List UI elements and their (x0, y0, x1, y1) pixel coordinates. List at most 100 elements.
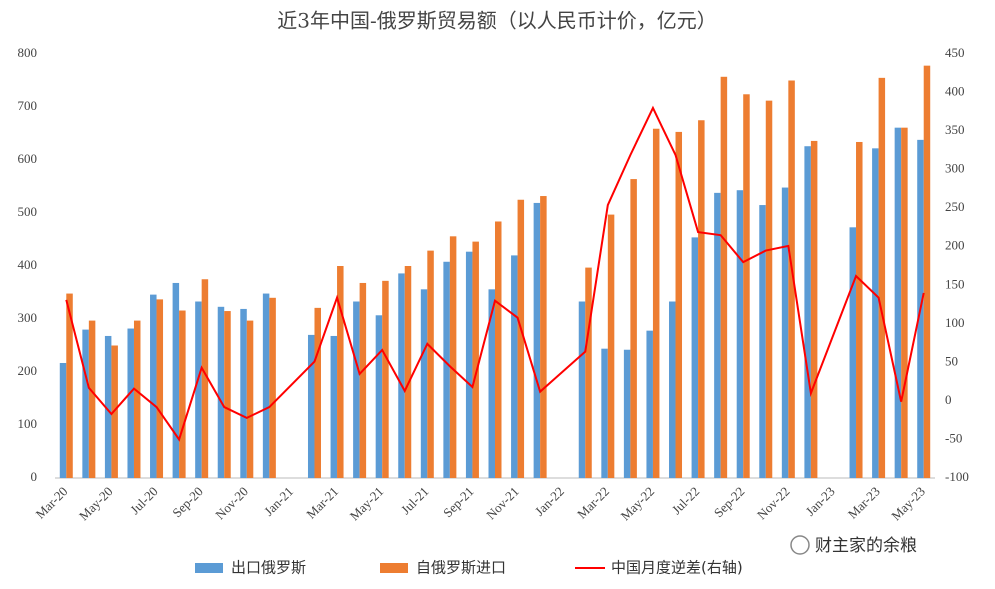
y-tick-label: 400 (18, 257, 38, 272)
x-tick-label: May-21 (347, 484, 387, 524)
x-tick-label: Nov-20 (212, 484, 251, 523)
bar (104, 335, 112, 478)
bar (449, 236, 457, 478)
bar (765, 100, 773, 478)
y-tick-label: 300 (18, 310, 38, 325)
y2-tick-label: 250 (945, 199, 965, 214)
bar (578, 301, 586, 478)
bar (804, 146, 811, 478)
bar (698, 120, 705, 478)
bar (540, 196, 547, 479)
y2-tick-label: 350 (945, 122, 965, 137)
x-tick-label: Sep-22 (711, 484, 748, 521)
x-tick-label: Mar-21 (303, 484, 341, 522)
y2-tick-label: 450 (945, 45, 965, 60)
bar (878, 77, 886, 478)
bar (923, 65, 931, 478)
bar (601, 348, 608, 478)
y-tick-label: 100 (18, 416, 38, 431)
y2-tick-label: 50 (945, 353, 958, 368)
bar (495, 221, 502, 479)
bar (353, 301, 360, 478)
bar (511, 255, 518, 478)
bar (59, 362, 67, 478)
bar (314, 307, 321, 478)
bar (88, 320, 96, 478)
x-tick-label: Mar-22 (574, 484, 612, 522)
bar (201, 279, 209, 478)
bar (404, 266, 412, 478)
watermark: 财主家的余粮 (815, 536, 917, 556)
bar (240, 308, 247, 478)
bar (849, 227, 857, 478)
bar (150, 294, 157, 478)
y-tick-label: 200 (18, 363, 38, 378)
bar (736, 190, 744, 478)
bar (82, 329, 89, 478)
bar (66, 293, 73, 478)
bar (585, 267, 592, 478)
bar (743, 94, 750, 478)
x-tick-label: Jul-20 (127, 484, 161, 518)
y2-tick-label: 400 (945, 84, 965, 99)
bar (691, 237, 699, 478)
x-tick-label: Mar-20 (33, 484, 71, 522)
watermark-icon (790, 535, 810, 555)
bar (375, 315, 383, 478)
bar (646, 330, 653, 478)
bar (856, 141, 863, 479)
bar (262, 293, 270, 478)
x-tick-label: May-22 (617, 484, 657, 524)
legend-swatch (195, 563, 223, 573)
bar (810, 140, 818, 479)
bar (533, 202, 541, 478)
x-tick-label: Sep-21 (440, 484, 477, 521)
legend-label: 自俄罗斯进口 (416, 559, 506, 577)
y-tick-label: 500 (18, 204, 38, 219)
bar (224, 311, 231, 478)
y-tick-label: 600 (18, 151, 38, 166)
y-tick-label: 0 (31, 469, 38, 484)
x-tick-label: Nov-21 (483, 484, 522, 523)
x-tick-label: May-23 (888, 484, 928, 524)
bar (420, 289, 428, 478)
y2-tick-label: 150 (945, 276, 965, 291)
bar (675, 131, 683, 478)
y-tick-label: 700 (18, 98, 38, 113)
bar (652, 128, 660, 479)
bar (307, 334, 315, 478)
bar (127, 328, 134, 478)
bar (517, 199, 525, 478)
x-tick-label: Jan-23 (803, 484, 838, 519)
bar (427, 250, 434, 478)
x-tick-label: Jan-22 (532, 484, 567, 519)
legend-swatch (380, 563, 408, 573)
bar (714, 192, 721, 479)
bar (488, 289, 495, 478)
legend-label: 出口俄罗斯 (231, 559, 306, 577)
y2-tick-label: -100 (945, 469, 969, 484)
bar (156, 299, 164, 478)
bar (607, 214, 615, 478)
x-tick-label: Mar-23 (845, 484, 883, 522)
bar (781, 187, 789, 478)
y2-tick-label: 200 (945, 238, 965, 253)
x-tick-label: Jan-21 (261, 484, 296, 519)
y2-tick-label: 0 (945, 392, 952, 407)
bar (872, 148, 879, 478)
legend-label: 中国月度逆差(右轴) (611, 559, 743, 577)
bar (443, 261, 450, 478)
bar (398, 273, 405, 478)
bar (337, 266, 344, 478)
bar (669, 301, 676, 478)
bar (269, 297, 276, 478)
bar (382, 280, 389, 478)
bar (330, 335, 338, 478)
y-tick-label: 800 (18, 45, 38, 60)
bar (465, 251, 473, 478)
x-tick-label: Jul-22 (669, 484, 703, 518)
bar (759, 205, 766, 479)
bar (246, 320, 254, 478)
bar (788, 80, 795, 478)
